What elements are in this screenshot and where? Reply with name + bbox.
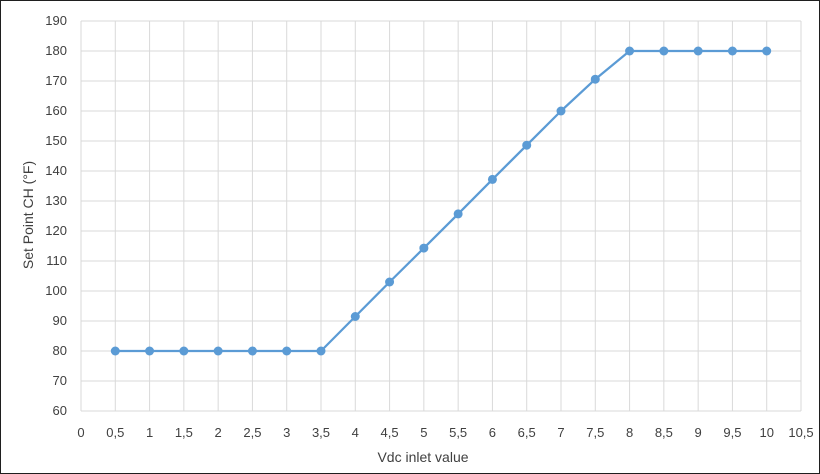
x-tick-label: 6,5 — [518, 425, 536, 440]
data-point — [247, 346, 257, 356]
x-tick-label: 10 — [759, 425, 773, 440]
data-point — [316, 346, 326, 356]
data-point — [590, 74, 600, 84]
data-point — [556, 106, 566, 116]
x-tick-label: 3 — [283, 425, 290, 440]
x-tick-label: 2,5 — [243, 425, 261, 440]
x-tick-label: 3,5 — [312, 425, 330, 440]
data-point — [625, 46, 635, 56]
x-tick-label: 9 — [695, 425, 702, 440]
data-point — [179, 346, 189, 356]
y-tick-label: 140 — [45, 163, 67, 178]
y-tick-label: 190 — [45, 13, 67, 28]
data-point — [419, 243, 429, 253]
x-tick-label: 8,5 — [655, 425, 673, 440]
y-tick-label: 100 — [45, 283, 67, 298]
x-axis-title: Vdc inlet value — [377, 449, 468, 465]
y-tick-label: 110 — [46, 253, 67, 268]
x-tick-label: 9,5 — [723, 425, 741, 440]
y-tick-label: 160 — [45, 103, 67, 118]
x-tick-label: 8 — [626, 425, 633, 440]
x-tick-label: 7 — [557, 425, 564, 440]
y-tick-label: 70 — [53, 373, 67, 388]
x-tick-label: 1 — [146, 425, 153, 440]
data-point — [659, 46, 669, 56]
data-point — [213, 346, 223, 356]
y-tick-label: 90 — [53, 313, 67, 328]
data-point — [522, 140, 532, 150]
y-tick-label: 120 — [45, 223, 67, 238]
data-point — [110, 346, 120, 356]
data-point — [487, 174, 497, 184]
y-tick-label: 130 — [45, 193, 67, 208]
x-tick-label: 6 — [489, 425, 496, 440]
x-tick-label: 1,5 — [175, 425, 193, 440]
y-tick-label: 180 — [45, 43, 67, 58]
gridlines — [80, 20, 802, 412]
x-tick-label: 4 — [352, 425, 359, 440]
x-tick-label: 5 — [420, 425, 427, 440]
y-tick-label: 150 — [45, 133, 67, 148]
series-line-group — [115, 49, 767, 353]
y-tick-label: 80 — [53, 343, 67, 358]
data-point — [727, 46, 737, 56]
y-tick-label: 60 — [53, 403, 67, 418]
x-tick-label: 4,5 — [381, 425, 399, 440]
x-tick-label: 5,5 — [449, 425, 467, 440]
x-tick-label: 2 — [215, 425, 222, 440]
y-axis-tick-labels: 60 70 80 90 100 110 120 130 140 150 160 170 180 190 — [45, 13, 67, 418]
data-point — [762, 46, 772, 56]
data-point — [693, 46, 703, 56]
x-axis-tick-labels: 0 0,5 1 1,5 2 2,5 3 3,5 4 4,5 5 5,5 6 6,5 7 7,5 8 8,5 9 9,5… — [77, 425, 813, 440]
x-tick-label: 10,5 — [788, 425, 813, 440]
data-points — [110, 46, 772, 356]
x-tick-label: 0,5 — [106, 425, 124, 440]
data-point — [453, 209, 463, 219]
data-point — [350, 312, 360, 321]
series-line — [115, 49, 767, 353]
y-tick-label: 170 — [45, 73, 67, 88]
y-axis-title: Set Point CH (°F) — [20, 161, 36, 269]
data-point — [145, 346, 155, 356]
x-tick-label: 7,5 — [586, 425, 604, 440]
data-point — [385, 277, 395, 287]
x-tick-label: 0 — [77, 425, 84, 440]
data-point — [282, 346, 292, 356]
